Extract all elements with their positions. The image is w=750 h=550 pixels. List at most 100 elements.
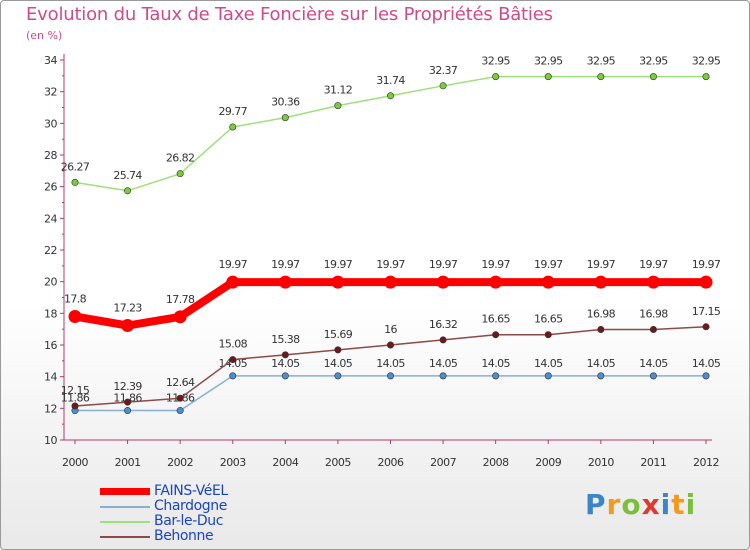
data-label-behonne: 12.64 <box>166 376 195 389</box>
data-point-fains-v-el <box>384 275 397 289</box>
x-tick-label: 2002 <box>167 456 193 469</box>
data-label-fains-v-el: 17.8 <box>64 293 87 306</box>
data-label-fains-v-el: 19.97 <box>639 258 668 271</box>
data-point-chardogne <box>386 372 394 380</box>
y-tick-label: 22 <box>44 244 57 257</box>
logo-letter: i <box>685 488 697 521</box>
data-point-chardogne <box>229 372 237 380</box>
data-point-bar-le-duc <box>124 187 132 195</box>
data-point-behonne <box>334 346 342 354</box>
data-point-fains-v-el <box>68 310 82 323</box>
data-point-bar-le-duc <box>702 73 710 81</box>
data-label-bar-le-duc: 29.77 <box>219 105 248 118</box>
data-point-bar-le-duc <box>176 170 184 178</box>
data-point-behonne <box>702 323 710 331</box>
data-label-behonne: 16.98 <box>639 307 668 320</box>
data-point-behonne <box>71 402 79 410</box>
data-point-fains-v-el <box>594 275 608 289</box>
data-point-fains-v-el <box>436 275 450 289</box>
data-label-behonne: 16.98 <box>587 307 616 320</box>
data-label-fains-v-el: 19.97 <box>324 258 353 271</box>
legend-label-chardogne: Chardogne <box>154 498 227 514</box>
logo-letter: t <box>671 488 686 521</box>
legend-item-bar-le-duc: Bar-le-Duc <box>100 514 320 529</box>
data-point-bar-le-duc <box>544 73 552 81</box>
legend-swatch-bar-le-duc <box>100 521 150 523</box>
data-point-chardogne <box>439 372 447 380</box>
x-tick-label: 2004 <box>272 456 298 469</box>
x-tick-label: 2009 <box>535 456 561 469</box>
y-tick-label: 34 <box>44 54 57 67</box>
data-point-chardogne <box>334 372 342 380</box>
data-point-fains-v-el <box>646 275 660 289</box>
x-tick-label: 2006 <box>378 456 404 469</box>
data-label-bar-le-duc: 32.95 <box>587 55 616 68</box>
data-point-behonne <box>439 336 447 344</box>
logo-letter: x <box>641 488 661 521</box>
data-label-fains-v-el: 19.97 <box>271 258 300 271</box>
y-tick-label: 14 <box>44 371 57 384</box>
data-label-behonne: 12.39 <box>113 380 142 393</box>
series-chardogne: 11.8611.8611.8614.0514.0514.0514.0514.05… <box>61 357 721 415</box>
legend-label-behonne: Behonne <box>154 528 214 544</box>
data-label-bar-le-duc: 25.74 <box>113 169 142 182</box>
y-tick-label: 10 <box>44 434 57 447</box>
legend-swatch-fains-veel <box>100 488 150 495</box>
legend-item-behonne: Behonne <box>100 529 320 544</box>
data-label-fains-v-el: 19.97 <box>481 258 510 271</box>
data-point-chardogne <box>492 372 500 380</box>
data-point-chardogne <box>597 372 605 380</box>
data-point-behonne <box>649 325 657 333</box>
data-point-chardogne <box>124 407 132 415</box>
data-point-chardogne <box>702 372 710 380</box>
y-tick-label: 32 <box>44 86 57 99</box>
data-label-chardogne: 14.05 <box>481 357 510 370</box>
legend-swatch-chardogne <box>100 506 150 508</box>
series-bar-le-duc: 26.27 25.74 26.82 29.77 30.36 31.12 31.74 32.37… <box>61 55 721 195</box>
data-label-chardogne: 14.05 <box>219 357 248 370</box>
data-label-behonne: 12.15 <box>61 384 90 397</box>
data-point-fains-v-el <box>331 275 345 289</box>
data-label-behonne: 15.38 <box>271 333 300 346</box>
y-unit-label: (en %) <box>26 29 63 42</box>
x-tick-label: 2011 <box>640 456 666 469</box>
data-point-bar-le-duc <box>229 123 237 131</box>
data-label-bar-le-duc: 26.82 <box>166 152 195 165</box>
data-label-bar-le-duc: 26.27 <box>61 160 90 173</box>
data-point-behonne <box>597 325 605 333</box>
data-point-bar-le-duc <box>439 82 447 90</box>
data-point-fains-v-el <box>121 319 135 333</box>
data-label-fains-v-el: 19.97 <box>534 258 563 271</box>
data-label-behonne: 16 <box>384 323 397 336</box>
data-point-behonne <box>492 331 500 339</box>
data-point-bar-le-duc <box>492 73 500 81</box>
data-label-fains-v-el: 19.97 <box>376 258 405 271</box>
data-point-behonne <box>124 398 132 406</box>
x-tick-label: 2003 <box>220 456 246 469</box>
series-behonne: 12.15 12.39 12.64 15.08 15.38 15.69 16 16.32 16.… <box>61 305 721 410</box>
data-point-behonne <box>229 356 237 364</box>
data-point-chardogne <box>281 372 289 380</box>
y-tick-label: 28 <box>44 149 57 162</box>
data-label-chardogne: 14.05 <box>271 357 300 370</box>
data-label-fains-v-el: 19.97 <box>587 258 616 271</box>
data-label-behonne: 15.08 <box>219 338 248 351</box>
data-label-bar-le-duc: 31.12 <box>324 84 353 97</box>
logo-letter: o <box>621 488 642 521</box>
logo-letter: P <box>585 488 607 521</box>
data-label-behonne: 15.69 <box>324 328 353 341</box>
data-point-fains-v-el <box>699 275 713 289</box>
data-label-chardogne: 14.05 <box>692 357 721 370</box>
legend: FAINS-VéEL Chardogne Bar-le-Duc Behonne <box>100 484 320 544</box>
data-label-behonne: 16.65 <box>534 313 563 326</box>
legend-swatch-behonne <box>100 536 150 538</box>
data-label-bar-le-duc: 32.95 <box>534 55 563 68</box>
data-point-behonne <box>544 331 552 339</box>
x-tick-label: 2001 <box>115 456 141 469</box>
data-label-chardogne: 14.05 <box>639 357 668 370</box>
chart-title: Evolution du Taux de Taxe Foncière sur l… <box>26 4 553 25</box>
data-point-behonne <box>386 341 394 349</box>
data-label-fains-v-el: 19.97 <box>219 258 248 271</box>
data-point-bar-le-duc <box>597 73 605 81</box>
data-point-fains-v-el <box>226 275 240 289</box>
